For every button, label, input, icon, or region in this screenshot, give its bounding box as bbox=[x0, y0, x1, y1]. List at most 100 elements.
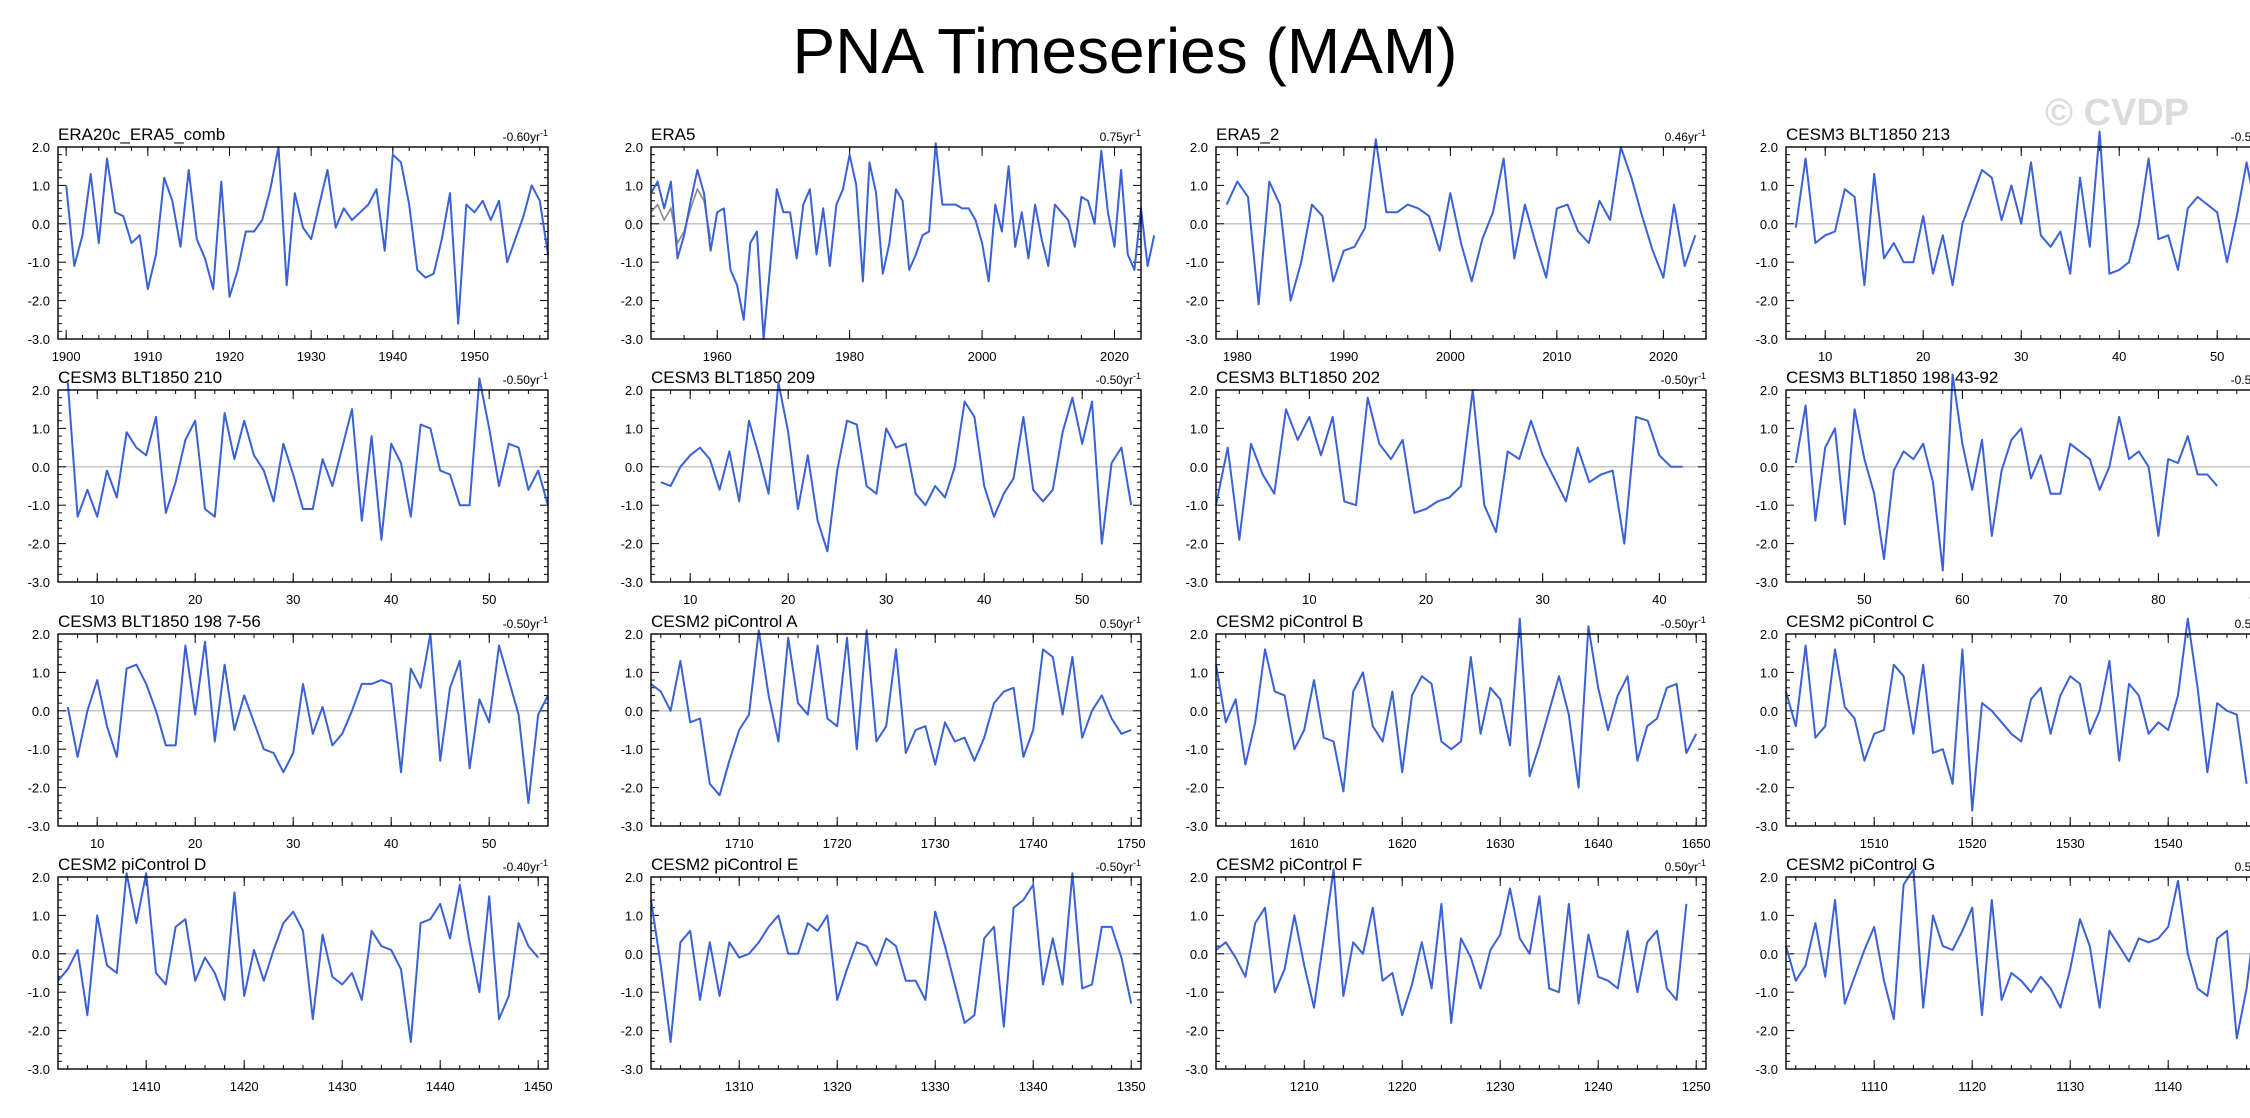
y-tick-label: 1.0 bbox=[1760, 178, 1778, 193]
plot-frame bbox=[650, 146, 1142, 340]
y-tick-label: 2.0 bbox=[32, 383, 50, 398]
x-tick-label: 10 bbox=[1818, 349, 1832, 364]
series-line bbox=[660, 381, 1133, 553]
x-tick-label: 10 bbox=[90, 836, 104, 851]
trend-value: -0.50yr bbox=[502, 617, 540, 631]
y-tick-label: -1.0 bbox=[1756, 255, 1778, 270]
y-tick-label: 1.0 bbox=[1190, 908, 1208, 923]
watermark-text: © CVDP bbox=[2045, 92, 2190, 134]
trend-unit: -1 bbox=[539, 858, 548, 868]
trend-value: -0.50yr bbox=[1095, 860, 1133, 874]
panel-trend-label: -0.40yr-1 bbox=[503, 858, 548, 874]
series-line bbox=[650, 142, 1156, 340]
y-tick-label: -2.0 bbox=[1186, 781, 1208, 796]
panel-title: ERA5 bbox=[651, 125, 696, 144]
series-line bbox=[1785, 868, 2250, 1040]
y-tick-label: -1.0 bbox=[621, 985, 643, 1000]
y-tick-label: 1.0 bbox=[1190, 421, 1208, 436]
panel-trend-label: -0.50yr-1 bbox=[2231, 128, 2250, 144]
y-tick-label: 0.0 bbox=[32, 947, 50, 962]
x-tick-label: 1540 bbox=[2154, 836, 2183, 851]
chart-panel: ERA5 0.75yr-1 -3.0 -2.0 -1.0 0.0 1.0 2.0 1960 198… bbox=[605, 125, 1156, 364]
x-tick-label: 1220 bbox=[1388, 1079, 1417, 1094]
y-tick-label: 0.0 bbox=[32, 704, 50, 719]
y-tick-label: -2.0 bbox=[28, 781, 50, 796]
chart-panel: CESM3 BLT1850 209 -0.50yr-1 -3.0 -2.0 -1.0 0.… bbox=[605, 368, 1142, 607]
panel-title: CESM3 BLT1850 213 bbox=[1786, 125, 1951, 144]
x-tick-label: 1110 bbox=[1861, 1079, 1888, 1094]
x-tick-label: 40 bbox=[384, 836, 398, 851]
x-tick-label: 1720 bbox=[823, 836, 852, 851]
x-tick-label: 1310 bbox=[725, 1079, 754, 1094]
panel-title: CESM2 piControl D bbox=[58, 855, 207, 874]
x-tick-label: 1430 bbox=[328, 1079, 357, 1094]
panel-trend-label: 0.50yr-1 bbox=[2235, 615, 2250, 631]
y-tick-label: -1.0 bbox=[621, 498, 643, 513]
series-line bbox=[1785, 617, 2248, 812]
x-tick-label: 1620 bbox=[1388, 836, 1417, 851]
x-tick-label: 1510 bbox=[1860, 836, 1889, 851]
series-line bbox=[1794, 130, 2250, 287]
trend-value: 0.75yr bbox=[1099, 130, 1133, 144]
y-tick-label: 2.0 bbox=[1190, 870, 1208, 885]
x-tick-label: 1330 bbox=[921, 1079, 950, 1094]
panel-title: CESM2 piControl C bbox=[1786, 612, 1935, 631]
x-tick-label: 1710 bbox=[725, 836, 754, 851]
trend-unit: -1 bbox=[539, 371, 548, 381]
trend-unit: -1 bbox=[1132, 371, 1141, 381]
y-tick-label: -1.0 bbox=[1186, 985, 1208, 1000]
x-tick-label: 1140 bbox=[2154, 1079, 2182, 1094]
x-tick-label: 20 bbox=[781, 592, 795, 607]
y-tick-label: -1.0 bbox=[1756, 498, 1778, 513]
y-tick-label: 0.0 bbox=[625, 460, 643, 475]
y-tick-label: -2.0 bbox=[1756, 537, 1778, 552]
series-line bbox=[1225, 138, 1697, 306]
x-tick-label: 1130 bbox=[2056, 1079, 2084, 1094]
trend-value: 0.50yr bbox=[1099, 617, 1133, 631]
y-tick-label: 2.0 bbox=[1760, 870, 1778, 885]
y-tick-label: 1.0 bbox=[32, 178, 50, 193]
trend-value: -0.50yr bbox=[2230, 373, 2250, 387]
y-tick-label: 1.0 bbox=[1760, 421, 1778, 436]
x-tick-label: 1240 bbox=[1584, 1079, 1613, 1094]
trend-unit: -1 bbox=[1132, 858, 1141, 868]
x-tick-label: 30 bbox=[1535, 592, 1549, 607]
trend-value: 0.46yr bbox=[1664, 130, 1698, 144]
y-tick-label: 1.0 bbox=[625, 665, 643, 680]
chart-svg: -3.0 -2.0 -1.0 0.0 1.0 2.0 1210 1220 1230 1240 125… bbox=[1186, 868, 1711, 1094]
y-tick-label: 1.0 bbox=[32, 665, 50, 680]
plot-frame bbox=[57, 633, 549, 827]
plot-frame bbox=[1215, 876, 1707, 1070]
plot-frame bbox=[650, 876, 1142, 1070]
x-tick-label: 1120 bbox=[1958, 1079, 1986, 1094]
y-tick-label: -3.0 bbox=[621, 332, 643, 347]
y-tick-label: -3.0 bbox=[621, 819, 643, 834]
panel-title: CESM2 piControl B bbox=[1216, 612, 1364, 631]
x-tick-label: 1750 bbox=[1117, 836, 1146, 851]
x-tick-label: 1410 bbox=[132, 1079, 161, 1094]
y-tick-label: 2.0 bbox=[625, 140, 643, 155]
y-tick-label: -3.0 bbox=[28, 332, 50, 347]
x-tick-label: 30 bbox=[879, 592, 893, 607]
panel-trend-label: -0.50yr-1 bbox=[503, 615, 548, 631]
x-tick-label: 10 bbox=[683, 592, 697, 607]
y-tick-label: -3.0 bbox=[1756, 1062, 1778, 1077]
chart-panel: CESM2 piControl F 0.50yr-1 -3.0 -2.0 -1.0 0.0… bbox=[1170, 855, 1711, 1094]
series-line bbox=[1215, 617, 1698, 793]
y-tick-label: -2.0 bbox=[28, 294, 50, 309]
y-tick-label: -3.0 bbox=[28, 1062, 50, 1077]
y-tick-label: 2.0 bbox=[1190, 383, 1208, 398]
chart-svg: -3.0 -2.0 -1.0 0.0 1.0 2.0 1410 1420 1430 1440 145… bbox=[28, 870, 553, 1094]
plot-frame bbox=[1785, 146, 2250, 340]
y-tick-label: 1.0 bbox=[625, 421, 643, 436]
x-tick-label: 10 bbox=[1302, 592, 1316, 607]
y-tick-label: -3.0 bbox=[1186, 575, 1208, 590]
panel-trend-label: -0.50yr-1 bbox=[1096, 371, 1141, 387]
y-tick-label: -3.0 bbox=[28, 575, 50, 590]
x-tick-label: 1920 bbox=[215, 349, 244, 364]
panel-trend-label: -0.50yr-1 bbox=[1661, 371, 1706, 387]
trend-value: 0.50yr bbox=[2234, 860, 2250, 874]
y-tick-label: -2.0 bbox=[1186, 1024, 1208, 1039]
trend-unit: -1 bbox=[539, 128, 548, 138]
chart-svg: -3.0 -2.0 -1.0 0.0 1.0 2.0 10 20 30 40 50 bbox=[621, 381, 1142, 607]
